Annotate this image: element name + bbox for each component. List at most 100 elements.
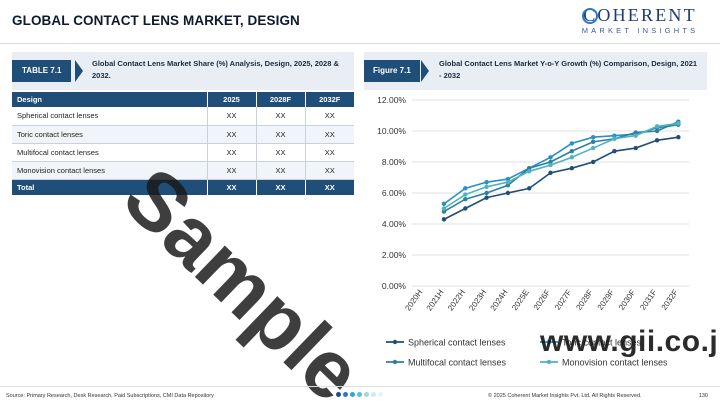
- data-point: [441, 217, 447, 222]
- data-point: [463, 186, 468, 191]
- data-point: [654, 124, 660, 129]
- data-point: [484, 184, 489, 189]
- figure-tag-arrow-icon: [421, 60, 429, 82]
- data-point: [590, 145, 596, 151]
- x-tick-label: 2023H: [467, 288, 488, 313]
- gii-watermark: www.gii.co.jp: [540, 325, 720, 358]
- series-line: [443, 120, 679, 213]
- y-tick-label: 10.00%: [377, 126, 406, 136]
- data-point: [548, 170, 553, 176]
- cell-2025: XX: [206, 125, 256, 144]
- data-point: [569, 155, 575, 160]
- data-point: [526, 169, 532, 174]
- data-point: [569, 148, 575, 154]
- data-point: [612, 148, 617, 154]
- total-label: Total: [12, 179, 207, 195]
- x-tick-label: 2032F: [660, 288, 680, 312]
- cell-2028: XX: [255, 143, 305, 162]
- table-heading: Global Contact Lens Market Share (%) Ana…: [92, 59, 339, 80]
- data-point: [633, 133, 638, 138]
- cell-2025: XX: [206, 143, 256, 162]
- row-label: Spherical contact lenses: [12, 107, 207, 126]
- data-point: [505, 179, 511, 185]
- data-point: [548, 155, 553, 160]
- cell-2032: XX: [304, 107, 354, 126]
- data-point: [505, 190, 511, 196]
- market-share-table: Design 2025 2028F 2032F Spherical contac…: [12, 92, 354, 195]
- y-tick-label: 2.00%: [382, 250, 407, 260]
- data-point: [463, 192, 468, 197]
- cell-2032: XX: [304, 161, 354, 180]
- figure-tag: Figure 7.1: [364, 60, 420, 82]
- footer-dot: [371, 392, 376, 397]
- footer-dot: [350, 392, 355, 397]
- row-label: Multifocal contact lenses: [12, 143, 207, 162]
- data-point: [676, 121, 681, 126]
- cell-2028: XX: [255, 161, 305, 180]
- page-title: GLOBAL CONTACT LENS MARKET, DESIGN: [12, 13, 300, 28]
- data-point: [654, 128, 660, 134]
- data-point: [484, 195, 489, 200]
- data-point: [484, 179, 489, 185]
- data-point: [612, 136, 617, 141]
- footer-dot-strip: [336, 392, 383, 397]
- x-tick-label: 2020H: [403, 288, 424, 313]
- legend-label: Spherical contact lenses: [408, 338, 506, 348]
- total-2032: XX: [304, 179, 354, 195]
- total-2025: XX: [206, 179, 256, 195]
- data-point: [505, 183, 511, 188]
- table-tag: TABLE 7.1: [12, 60, 72, 82]
- footer-dot: [378, 392, 383, 397]
- column-header-2028: 2028F: [255, 92, 305, 107]
- x-tick-label: 2031F: [638, 288, 658, 312]
- company-logo: COHERENT MARKET INSIGHTS: [570, 5, 710, 45]
- logo-sub-text: MARKET INSIGHTS: [581, 26, 699, 35]
- footer-dot: [336, 392, 341, 397]
- y-tick-label: 0.00%: [382, 281, 407, 291]
- table-row: Spherical contact lenses XX XX XX: [12, 107, 354, 126]
- y-tick-label: 12.00%: [377, 95, 406, 105]
- data-point: [463, 197, 468, 202]
- total-2028: XX: [255, 179, 305, 195]
- data-point: [633, 130, 638, 135]
- footer-dot: [364, 392, 369, 397]
- logo-main-text: COHERENT: [583, 5, 697, 25]
- data-point: [526, 166, 532, 171]
- data-point: [484, 190, 489, 196]
- row-label: Toric contact lenses: [12, 125, 207, 144]
- y-tick-label: 4.00%: [382, 219, 407, 229]
- x-tick-label: 2030F: [617, 288, 637, 312]
- footer-divider: [0, 386, 720, 387]
- data-point: [526, 186, 532, 191]
- logo-ring-icon: [582, 8, 598, 24]
- x-tick-label: 2027F: [553, 288, 573, 312]
- table-row: Multifocal contact lenses XX XX XX: [12, 143, 354, 162]
- table-row: Monovision contact lenses XX XX XX: [12, 161, 354, 180]
- column-header-design: Design: [12, 92, 207, 107]
- page-number: 130: [698, 393, 708, 399]
- cell-2028: XX: [255, 107, 305, 126]
- figure-panel-header: Figure 7.1 Global Contact Lens Market Y-…: [364, 52, 707, 90]
- data-point: [441, 201, 447, 207]
- data-point: [441, 209, 447, 214]
- series-line: [443, 122, 679, 210]
- copyright-note: © 2025 Coherent Market Insights Pvt. Ltd…: [488, 393, 642, 399]
- data-point: [463, 206, 468, 211]
- series-line: [443, 136, 679, 221]
- row-label: Monovision contact lenses: [12, 161, 207, 180]
- cell-2032: XX: [304, 143, 354, 162]
- column-header-2032: 2032F: [304, 92, 354, 107]
- series-line: [443, 124, 679, 205]
- data-point: [441, 206, 447, 211]
- data-point: [633, 145, 638, 151]
- table-row: Toric contact lenses XX XX XX: [12, 125, 354, 144]
- table-total-row: Total XX XX XX: [12, 179, 354, 195]
- table-tag-arrow-icon: [75, 60, 83, 82]
- legend-label: Monovision contact lenses: [562, 358, 668, 368]
- figure-heading: Global Contact Lens Market Y-o-Y Growth …: [439, 59, 698, 80]
- x-tick-label: 2026F: [532, 288, 552, 312]
- footer-dot: [357, 392, 362, 397]
- data-point: [654, 138, 660, 143]
- data-point: [590, 135, 596, 140]
- legend-label: Multifocal contact lenses: [408, 358, 507, 368]
